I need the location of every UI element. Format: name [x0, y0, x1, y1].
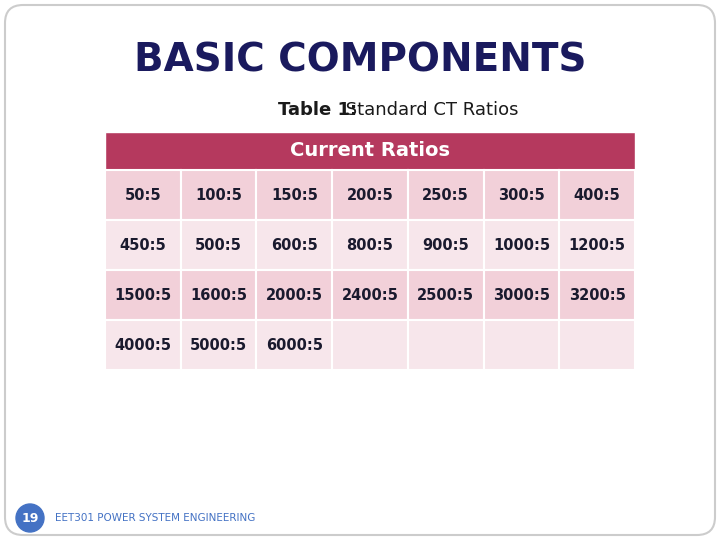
Text: 800:5: 800:5 [346, 238, 393, 253]
Text: 3200:5: 3200:5 [569, 287, 626, 302]
FancyBboxPatch shape [484, 170, 559, 220]
Text: 200:5: 200:5 [346, 187, 393, 202]
FancyBboxPatch shape [559, 170, 635, 220]
FancyBboxPatch shape [256, 270, 332, 320]
FancyBboxPatch shape [256, 170, 332, 220]
Text: 2000:5: 2000:5 [266, 287, 323, 302]
FancyBboxPatch shape [332, 220, 408, 270]
Text: 100:5: 100:5 [195, 187, 242, 202]
FancyBboxPatch shape [105, 132, 635, 170]
Text: 1500:5: 1500:5 [114, 287, 171, 302]
Text: 500:5: 500:5 [195, 238, 242, 253]
Text: 2500:5: 2500:5 [417, 287, 474, 302]
FancyBboxPatch shape [484, 270, 559, 320]
Text: 450:5: 450:5 [120, 238, 166, 253]
Text: 6000:5: 6000:5 [266, 338, 323, 353]
Text: 400:5: 400:5 [574, 187, 621, 202]
FancyBboxPatch shape [408, 320, 484, 370]
Text: Table 1:: Table 1: [278, 101, 357, 119]
FancyBboxPatch shape [408, 220, 484, 270]
FancyBboxPatch shape [181, 270, 256, 320]
Text: 1200:5: 1200:5 [569, 238, 626, 253]
Text: BASIC COMPONENTS: BASIC COMPONENTS [134, 41, 586, 79]
FancyBboxPatch shape [484, 320, 559, 370]
Circle shape [16, 504, 44, 532]
Text: EET301 POWER SYSTEM ENGINEERING: EET301 POWER SYSTEM ENGINEERING [55, 513, 256, 523]
FancyBboxPatch shape [181, 170, 256, 220]
Text: 2400:5: 2400:5 [341, 287, 398, 302]
Text: 250:5: 250:5 [423, 187, 469, 202]
FancyBboxPatch shape [484, 220, 559, 270]
Text: 300:5: 300:5 [498, 187, 545, 202]
FancyBboxPatch shape [408, 170, 484, 220]
FancyBboxPatch shape [181, 320, 256, 370]
Text: 4000:5: 4000:5 [114, 338, 171, 353]
Text: 50:5: 50:5 [125, 187, 161, 202]
FancyBboxPatch shape [105, 220, 181, 270]
Text: 3000:5: 3000:5 [493, 287, 550, 302]
FancyBboxPatch shape [181, 220, 256, 270]
FancyBboxPatch shape [332, 170, 408, 220]
Text: 1600:5: 1600:5 [190, 287, 247, 302]
FancyBboxPatch shape [5, 5, 715, 535]
FancyBboxPatch shape [332, 270, 408, 320]
FancyBboxPatch shape [559, 220, 635, 270]
Text: 900:5: 900:5 [423, 238, 469, 253]
FancyBboxPatch shape [408, 270, 484, 320]
Text: 5000:5: 5000:5 [190, 338, 247, 353]
FancyBboxPatch shape [105, 170, 181, 220]
FancyBboxPatch shape [256, 320, 332, 370]
FancyBboxPatch shape [105, 320, 181, 370]
Text: 150:5: 150:5 [271, 187, 318, 202]
FancyBboxPatch shape [559, 320, 635, 370]
FancyBboxPatch shape [332, 320, 408, 370]
FancyBboxPatch shape [559, 270, 635, 320]
Text: 600:5: 600:5 [271, 238, 318, 253]
FancyBboxPatch shape [256, 220, 332, 270]
FancyBboxPatch shape [105, 270, 181, 320]
Text: 19: 19 [22, 511, 39, 524]
Text: Current Ratios: Current Ratios [290, 141, 450, 160]
Text: Standard CT Ratios: Standard CT Ratios [340, 101, 518, 119]
Text: 1000:5: 1000:5 [493, 238, 550, 253]
